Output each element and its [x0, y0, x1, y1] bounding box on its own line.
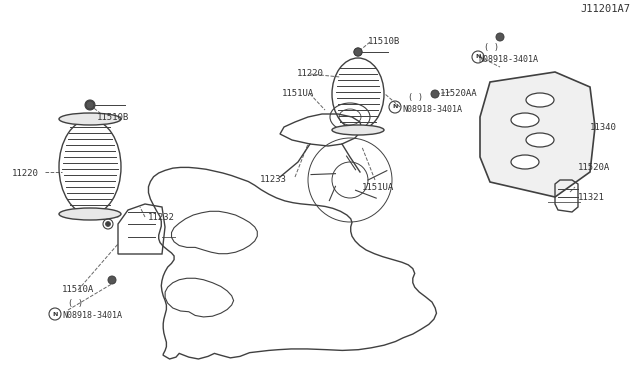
Ellipse shape	[526, 133, 554, 147]
Circle shape	[354, 48, 362, 56]
Circle shape	[108, 276, 116, 284]
Ellipse shape	[59, 208, 121, 220]
Polygon shape	[480, 72, 595, 197]
Text: 11321: 11321	[578, 192, 605, 202]
Text: N: N	[476, 55, 481, 60]
Text: N: N	[52, 311, 58, 317]
Circle shape	[354, 48, 362, 56]
Text: 11520AA: 11520AA	[440, 90, 477, 99]
Ellipse shape	[526, 93, 554, 107]
Text: 11232: 11232	[148, 212, 175, 221]
Text: 11220: 11220	[12, 170, 39, 179]
Text: N08918-3401A: N08918-3401A	[478, 55, 538, 64]
Ellipse shape	[511, 113, 539, 127]
Circle shape	[85, 100, 95, 110]
Text: N08918-3401A: N08918-3401A	[62, 311, 122, 320]
Ellipse shape	[511, 155, 539, 169]
Text: ( ): ( )	[68, 299, 83, 308]
Text: N08918-3401A: N08918-3401A	[402, 105, 462, 114]
Circle shape	[431, 90, 439, 98]
Text: 1151UA: 1151UA	[362, 183, 394, 192]
Text: 11510B: 11510B	[97, 112, 129, 122]
Text: ( ): ( )	[408, 93, 423, 102]
Text: 11520A: 11520A	[578, 163, 611, 171]
Circle shape	[106, 221, 111, 227]
Circle shape	[86, 101, 94, 109]
Text: 11220: 11220	[297, 70, 324, 78]
Text: J11201A7: J11201A7	[580, 4, 630, 14]
Text: 11233: 11233	[260, 176, 287, 185]
Text: 11510A: 11510A	[62, 285, 94, 295]
Text: 11340: 11340	[590, 122, 617, 131]
Text: 1151UA: 1151UA	[282, 90, 314, 99]
Ellipse shape	[332, 125, 384, 135]
Ellipse shape	[59, 113, 121, 125]
Text: ( ): ( )	[484, 43, 499, 52]
Text: N: N	[392, 105, 397, 109]
Text: 11510B: 11510B	[368, 38, 400, 46]
Circle shape	[496, 33, 504, 41]
